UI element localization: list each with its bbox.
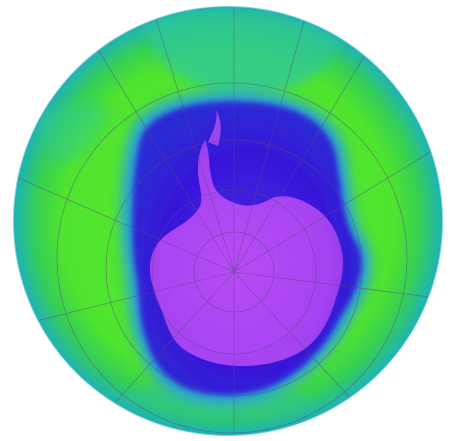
antarctic-peninsula — [208, 110, 221, 146]
meridian-line — [233, 139, 442, 273]
meridian-line — [149, 7, 235, 273]
meridian-line — [233, 29, 381, 273]
meridian-line — [14, 169, 235, 273]
meridian-line — [79, 19, 235, 273]
antarctica — [150, 140, 343, 366]
meridian-line — [233, 7, 311, 273]
meridian-line — [233, 271, 442, 301]
teal-region-top — [148, 13, 340, 96]
latitude-circle — [56, 82, 408, 434]
globe-edge — [13, 6, 443, 436]
teal-region-left — [38, 101, 110, 165]
